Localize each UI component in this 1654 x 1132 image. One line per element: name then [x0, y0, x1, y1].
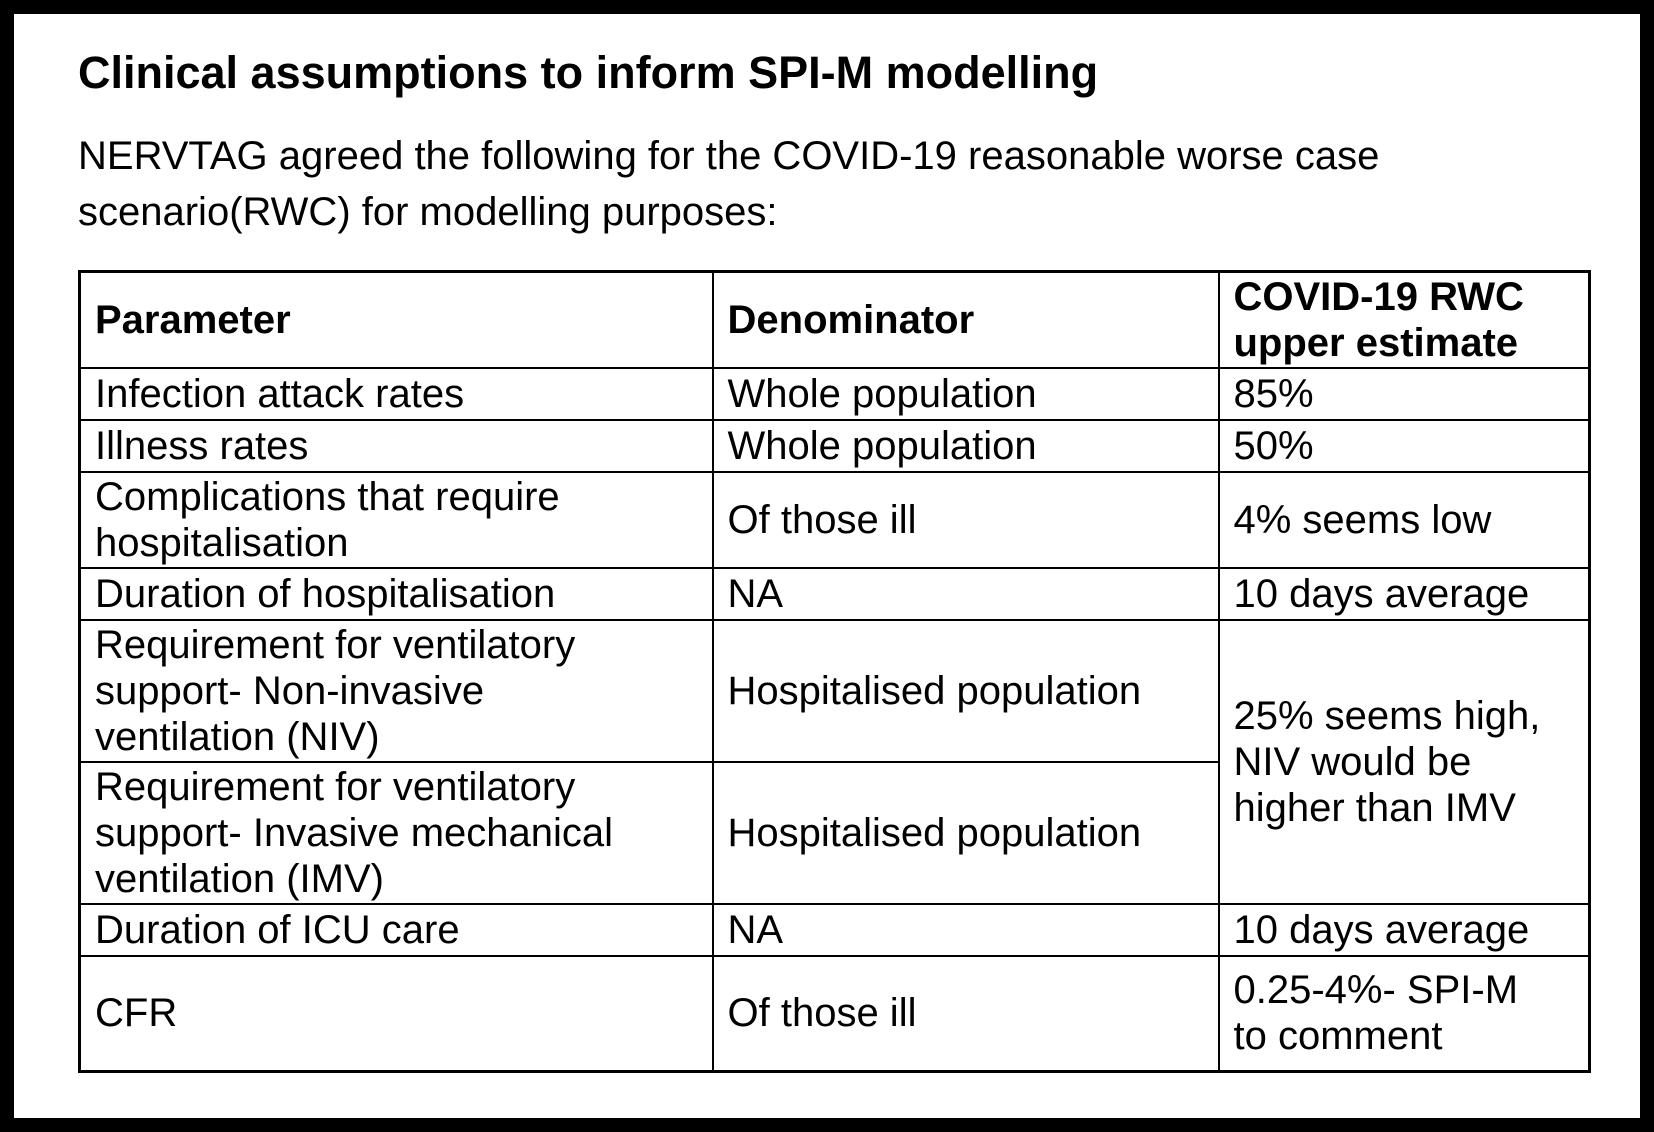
denominator-cell: Of those ill: [711, 471, 1220, 569]
param-cell: CFR: [78, 955, 714, 1072]
param-cell: Duration of hospitalisation: [78, 567, 714, 621]
page-content: Clinical assumptions to inform SPI-M mod…: [14, 14, 1640, 1073]
param-cell: Duration of ICU care: [78, 903, 714, 957]
table-row: Requirement for ventilatory support- Non…: [78, 619, 1591, 905]
denominator-cell: Whole population: [711, 367, 1220, 421]
param-cell: Requirement for ventilatory support- Non…: [78, 619, 714, 763]
table-row: CFR Of those ill 0.25-4%- SPI-M to comme…: [78, 955, 1591, 1072]
table-row: Duration of hospitalisation NA 10 days a…: [78, 567, 1591, 621]
denominator-cell: NA: [711, 567, 1220, 621]
denominator-cell: Hospitalised population: [711, 619, 1220, 763]
clinical-assumptions-table: Parameter Denominator COVID-19 RWC upper…: [78, 270, 1591, 1073]
column-header-estimate: COVID-19 RWC upper estimate: [1217, 270, 1591, 369]
denominator-cell: Whole population: [711, 419, 1220, 473]
table-header-row: Parameter Denominator COVID-19 RWC upper…: [78, 270, 1591, 369]
param-cell: Requirement for ventilatory support- Inv…: [78, 761, 714, 905]
page-title: Clinical assumptions to inform SPI-M mod…: [78, 47, 1099, 98]
estimate-cell: 85%: [1217, 367, 1591, 421]
table-row: Infection attack rates Whole population …: [78, 367, 1591, 421]
table-row: Complications that require hospitalisati…: [78, 471, 1591, 569]
table-row: Illness rates Whole population 50%: [78, 419, 1591, 473]
param-cell: Infection attack rates: [78, 367, 714, 421]
estimate-cell: 0.25-4%- SPI-M to comment: [1217, 955, 1591, 1072]
column-header-parameter: Parameter: [78, 270, 714, 369]
denominator-cell: NA: [711, 903, 1220, 957]
table-row: Requirement for ventilatory support- Inv…: [78, 761, 1590, 905]
intro-paragraph: NERVTAG agreed the following for the COV…: [78, 134, 1380, 234]
param-cell: Illness rates: [78, 419, 714, 473]
estimate-cell: 4% seems low: [1217, 471, 1591, 569]
table-row: Duration of ICU care NA 10 days average: [78, 903, 1591, 957]
column-header-denominator: Denominator: [711, 270, 1220, 369]
estimate-cell: 10 days average: [1217, 903, 1591, 957]
denominator-cell: Of those ill: [711, 955, 1220, 1072]
denominator-cell: Hospitalised population: [711, 761, 1220, 905]
estimate-cell: 50%: [1217, 419, 1591, 473]
estimate-cell-merged: 25% seems high, NIV would be higher than…: [1217, 619, 1591, 905]
param-cell: Complications that require hospitalisati…: [78, 471, 714, 569]
estimate-cell: 10 days average: [1217, 567, 1591, 621]
